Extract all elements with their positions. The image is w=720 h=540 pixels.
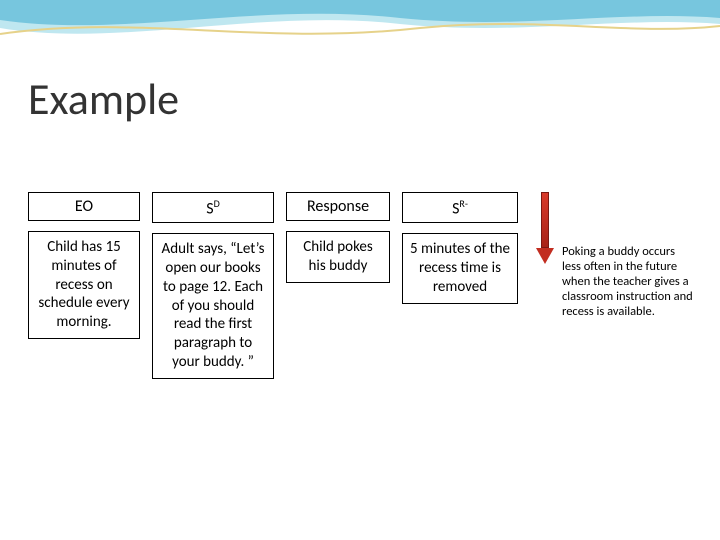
down-arrow-icon [536,192,554,264]
outcome-note: Poking a buddy occurs less often in the … [562,244,694,319]
col-sr: SR- 5 minutes of the recess time is remo… [402,192,518,304]
body-response: Child pokes his buddy [286,231,390,283]
header-eo: EO [28,192,140,221]
columns-row: EO Child has 15 minutes of recess on sch… [28,192,518,379]
col-sd: SD Adult says, “Let’s open our books to … [152,192,274,379]
col-response: Response Child pokes his buddy [286,192,390,283]
arrow-shaft [541,192,549,248]
header-sr: SR- [402,192,518,223]
header-response: Response [286,192,390,221]
arrow-head [536,248,554,264]
header-sd-sup: D [214,197,220,210]
header-sd: SD [152,192,274,223]
body-sr: 5 minutes of the recess time is removed [402,233,518,303]
header-sr-sup: R- [459,197,468,210]
header-sd-base: S [206,199,213,218]
col-eo: EO Child has 15 minutes of recess on sch… [28,192,140,339]
decorative-wave [0,0,720,60]
slide-title: Example [28,72,179,126]
slide: Example EO Child has 15 minutes of reces… [0,0,720,540]
body-sd: Adult says, “Let’s open our books to pag… [152,233,274,378]
body-eo: Child has 15 minutes of recess on schedu… [28,231,140,339]
